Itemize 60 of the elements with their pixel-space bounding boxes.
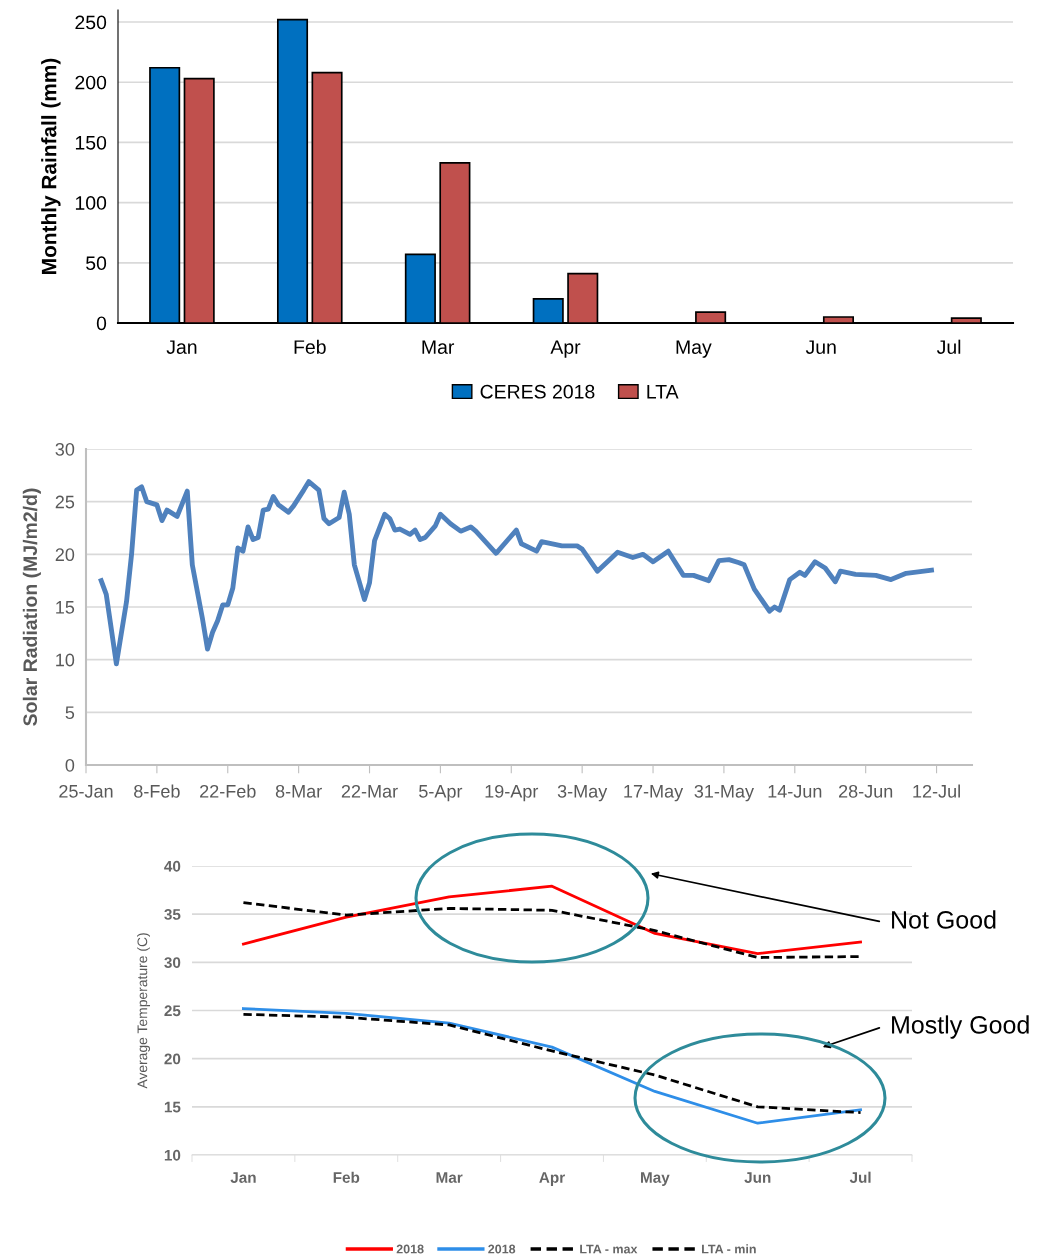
y-tick-label: 15 — [56, 601, 75, 614]
x-tick-label: Feb — [294, 339, 326, 354]
y-tick-label: 20 — [164, 1053, 181, 1065]
x-tick-label: 25-Jan — [59, 784, 113, 798]
y-tick-label: 30 — [164, 957, 181, 969]
y-tick-label: 150 — [75, 135, 107, 150]
y-tick-label: 25 — [164, 1005, 181, 1017]
x-tick-label: Jul — [936, 339, 961, 354]
y-tick-label: 15 — [164, 1101, 181, 1113]
x-tick-label: May — [641, 1172, 670, 1186]
x-tick-label: 14-Jun — [768, 785, 822, 798]
x-tick-label: Jun — [744, 1172, 771, 1183]
legend-label: LTA - min — [702, 1244, 756, 1254]
y-axis-title: Average Temperature (C) — [137, 933, 151, 1089]
x-tick-label: Apr — [550, 340, 581, 358]
x-tick-label: 28-Jun — [838, 784, 893, 798]
x-tick-label: 19-Apr — [485, 784, 539, 802]
x-tick-label: 22-Feb — [200, 784, 256, 798]
y-axis-title: Solar Radiation (MJ/m2/d) — [22, 488, 41, 726]
x-tick-label: Mar — [436, 1172, 463, 1183]
x-tick-label: Apr — [539, 1172, 565, 1186]
x-tick-label: Jan — [230, 1172, 256, 1183]
y-tick-label: 25 — [55, 495, 75, 509]
legend-label: 2018 — [488, 1244, 516, 1254]
x-tick-label: 5-Apr — [419, 785, 463, 802]
legend-label: 2018 — [396, 1244, 424, 1254]
x-tick-label: 8-Mar — [275, 784, 322, 798]
y-tick-label: 200 — [75, 75, 107, 90]
x-tick-label: Jun — [805, 340, 836, 354]
y-tick-label: 0 — [65, 758, 75, 772]
x-tick-label: 8-Feb — [134, 784, 180, 798]
y-tick-label: 0 — [96, 316, 107, 331]
y-tick-label: 35 — [164, 909, 181, 920]
x-tick-label: Jan — [166, 340, 197, 354]
x-tick-label: 22-Mar — [341, 784, 398, 798]
annotation: Not Good — [892, 910, 996, 929]
y-tick-label: 50 — [86, 256, 107, 271]
annotation: Mostly Good — [892, 1015, 1029, 1039]
y-tick-label: 10 — [56, 653, 75, 667]
legend-label: LTA - max — [580, 1244, 638, 1254]
x-tick-label: 31-May — [694, 784, 754, 802]
x-tick-label: 17-May — [624, 785, 684, 802]
y-tick-label: 40 — [164, 860, 181, 872]
legend-label: CERES 2018 — [480, 384, 595, 399]
legend-label: LTA — [647, 385, 679, 399]
x-tick-label: May — [676, 340, 712, 358]
line-series — [242, 901, 862, 959]
line-series — [242, 884, 862, 956]
x-tick-label: 12-Jul — [913, 784, 960, 798]
x-tick-label: 3-May — [557, 784, 608, 802]
y-tick-label: 30 — [55, 442, 75, 456]
x-tick-label: Feb — [333, 1171, 360, 1183]
y-tick-label: 20 — [55, 548, 75, 562]
y-tick-label: 250 — [75, 15, 107, 30]
x-tick-label: Jul — [849, 1171, 871, 1183]
x-tick-label: Mar — [422, 340, 455, 354]
y-tick-label: 100 — [75, 196, 107, 210]
y-tick-label: 10 — [164, 1149, 181, 1161]
y-axis-title: Monthly Rainfall (mm) — [41, 58, 61, 274]
y-tick-label: 5 — [65, 706, 75, 720]
